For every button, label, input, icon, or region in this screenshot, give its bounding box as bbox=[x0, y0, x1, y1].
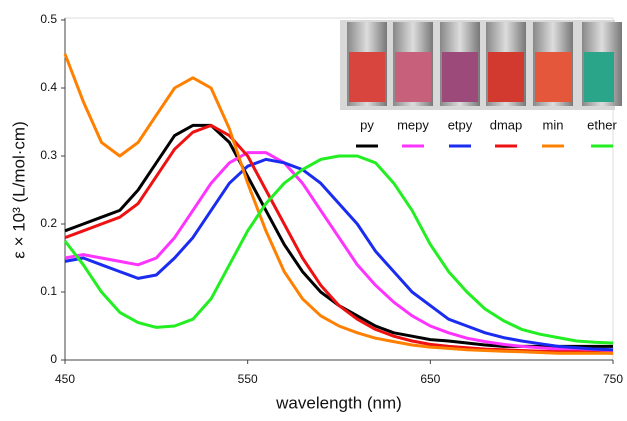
vial bbox=[486, 22, 526, 106]
series-line bbox=[65, 153, 613, 352]
y-tick-label: 0 bbox=[50, 352, 57, 366]
chart: wavelength (nm) ε × 10³ (L/mol·cm) 0 0.1 0… bbox=[0, 0, 627, 416]
legend-label: py bbox=[360, 117, 374, 132]
y-tick-label: 0.4 bbox=[40, 80, 57, 94]
x-axis-label: wavelength (nm) bbox=[275, 393, 402, 412]
vial bbox=[440, 22, 480, 106]
y-tick-label: 0.2 bbox=[40, 216, 57, 230]
vial bbox=[582, 22, 622, 106]
x-tick-label: 450 bbox=[55, 372, 75, 386]
vial bbox=[347, 22, 387, 106]
legend-label: min bbox=[543, 117, 564, 132]
y-tick-label: 0.1 bbox=[40, 284, 57, 298]
y-tick-label: 0.3 bbox=[40, 148, 57, 162]
x-tick-label: 750 bbox=[603, 372, 623, 386]
legend-label: etpy bbox=[448, 117, 473, 132]
legend-label: dmap bbox=[490, 117, 523, 132]
x-tick-label: 650 bbox=[420, 372, 440, 386]
vial bbox=[533, 22, 573, 106]
vial bbox=[393, 22, 433, 106]
x-tick-label: 550 bbox=[238, 372, 258, 386]
y-axis-label: ε × 10³ (L/mol·cm) bbox=[9, 121, 28, 258]
legend-label: mepy bbox=[397, 117, 429, 132]
series-line bbox=[65, 156, 613, 343]
legend-label: ether bbox=[587, 117, 617, 132]
vial-photos bbox=[340, 20, 622, 110]
y-tick-label: 0.5 bbox=[40, 12, 57, 26]
